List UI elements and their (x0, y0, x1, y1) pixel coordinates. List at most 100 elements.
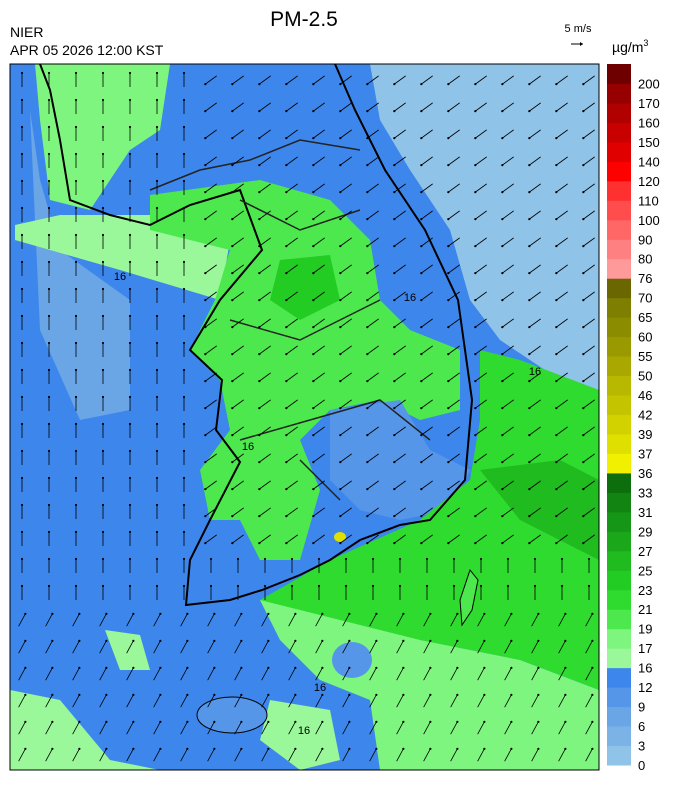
wind-arrowhead (267, 693, 270, 696)
wind-arrow (502, 453, 514, 463)
wind-arrow (288, 640, 296, 654)
wind-arrowhead (402, 639, 405, 642)
wind-arrowhead (483, 747, 486, 750)
wind-arrow (502, 264, 514, 274)
wind-arrowhead (182, 476, 186, 480)
wind-arrowhead (420, 83, 423, 86)
wind-arrow (126, 640, 134, 654)
wind-arrowhead (101, 206, 105, 210)
wind-arrowhead (474, 326, 477, 329)
wind-arrowhead (366, 515, 369, 518)
wind-arrowhead (182, 233, 186, 237)
wind-arrowhead (555, 326, 558, 329)
wind-arrow (421, 129, 433, 139)
wind-arrow (286, 237, 298, 247)
wind-arrow (232, 291, 244, 301)
wind-arrowhead (312, 434, 315, 437)
wind-arrowhead (285, 272, 288, 275)
colorbar-segment (607, 531, 631, 552)
wind-arrow (394, 156, 406, 166)
wind-arrowhead (393, 191, 396, 194)
wind-arrowhead (182, 260, 186, 264)
colorbar-segment (607, 83, 631, 104)
wind-arrowhead (474, 245, 477, 248)
colorbar-segment (607, 297, 631, 318)
wind-arrow (126, 748, 134, 762)
wind-arrowhead (429, 693, 432, 696)
wind-arrowhead (74, 476, 78, 480)
wind-arrowhead (240, 639, 243, 642)
wind-arrow (448, 183, 460, 193)
wind-arrowhead (204, 218, 207, 221)
wind-arrowhead (128, 260, 132, 264)
wind-arrow (394, 453, 406, 463)
wind-arrowhead (20, 476, 24, 480)
wind-arrowhead (366, 299, 369, 302)
wind-arrowhead (317, 557, 321, 561)
wind-arrow (286, 399, 298, 409)
wind-arrowhead (393, 515, 396, 518)
wind-arrowhead (47, 287, 51, 291)
wind-arrow (369, 613, 377, 627)
wind-arrow (261, 667, 269, 681)
wind-arrow (234, 613, 242, 627)
wind-arrowhead (209, 557, 213, 561)
wind-arrow (313, 210, 325, 220)
wind-arrow (450, 721, 458, 735)
wind-arrow (394, 534, 406, 544)
wind-arrowhead (186, 720, 189, 723)
wind-arrowhead (555, 407, 558, 410)
wind-arrow (583, 345, 595, 355)
colorbar-label: 17 (638, 641, 652, 656)
wind-arrow (529, 291, 541, 301)
wind-arrowhead (420, 326, 423, 329)
unit: µg/m3 (612, 38, 648, 55)
colorbar-label: 12 (638, 680, 652, 695)
wind-arrowhead (155, 557, 159, 561)
wind-arrowhead (24, 747, 27, 750)
wind-arrowhead (528, 380, 531, 383)
wind-arrowhead (128, 503, 132, 507)
colorbar-segment (607, 278, 631, 299)
wind-arrow (394, 291, 406, 301)
wind-arrowhead (582, 164, 585, 167)
wind-arrow (448, 345, 460, 355)
wind-arrowhead (182, 179, 186, 183)
wind-arrowhead (528, 164, 531, 167)
wind-arrow (583, 237, 595, 247)
wind-arrowhead (182, 395, 186, 399)
wind-arrowhead (564, 666, 567, 669)
wind-arrowhead (510, 720, 513, 723)
wind-arrow (369, 640, 377, 654)
wind-arrowhead (393, 137, 396, 140)
wind-arrowhead (74, 422, 78, 426)
wind-arrowhead (366, 110, 369, 113)
wind-arrowhead (501, 272, 504, 275)
wind-arrowhead (267, 720, 270, 723)
wind-arrowhead (483, 612, 486, 615)
wind-arrow (504, 613, 512, 627)
wind-arrowhead (366, 434, 369, 437)
wind-arrow (421, 534, 433, 544)
wind-arrowhead (474, 272, 477, 275)
wind-arrowhead (582, 137, 585, 140)
wind-arrow (259, 480, 271, 490)
wind-arrowhead (47, 449, 51, 453)
wind-arrow (423, 640, 431, 654)
wind-arrow (529, 453, 541, 463)
wind-arrowhead (47, 233, 51, 237)
wind-arrowhead (20, 233, 24, 237)
wind-arrow (45, 613, 53, 627)
wind-arrow (313, 372, 325, 382)
wind-arrow (45, 667, 53, 681)
wind-arrowhead (321, 693, 324, 696)
colorbar-segment (607, 180, 631, 201)
colorbar-label: 170 (638, 96, 660, 111)
wind-arrowhead (182, 530, 186, 534)
wind-arrow (340, 156, 352, 166)
wind-arrowhead (371, 557, 375, 561)
colorbar-segment (607, 200, 631, 221)
wind-arrowhead (285, 461, 288, 464)
wind-arrow (72, 667, 80, 681)
colorbar-segment (607, 609, 631, 630)
